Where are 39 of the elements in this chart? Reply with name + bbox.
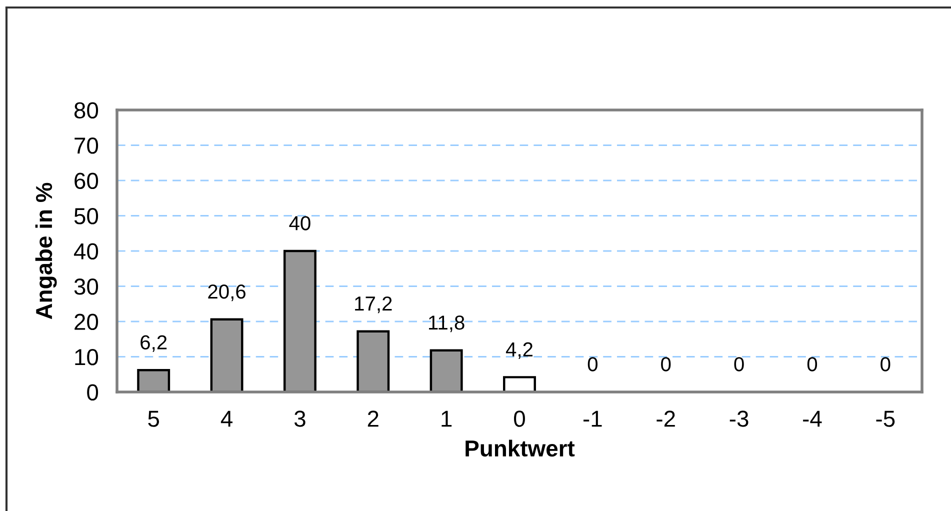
x-tick-label: -1 (584, 410, 602, 427)
bar (356, 330, 390, 392)
y-tick-label: 10 (75, 349, 98, 366)
x-tick-label: -5 (876, 410, 895, 427)
x-tick-label: 4 (220, 410, 232, 427)
y-tick-label: 70 (74, 138, 98, 154)
y-tick-label: 40 (74, 243, 98, 260)
bar (210, 318, 244, 392)
y-tick-label: 60 (74, 172, 98, 190)
bar (503, 376, 536, 392)
data-label: 40 (289, 216, 310, 230)
y-axis-title: Angabe in % (35, 182, 57, 320)
data-label: 17,2 (355, 296, 392, 314)
data-label: 0 (661, 357, 671, 372)
x-tick-label: -3 (730, 410, 748, 427)
y-tick-label: 50 (74, 208, 98, 224)
data-label: 0 (588, 357, 598, 372)
x-tick-label: 3 (294, 410, 306, 427)
x-axis-title: Punktwert (466, 440, 575, 457)
bar (283, 250, 316, 392)
data-label: 20,6 (208, 284, 246, 302)
y-tick-label: 30 (74, 278, 98, 295)
data-label: 6,2 (140, 335, 167, 352)
x-tick-label: 1 (442, 410, 452, 427)
bar (430, 349, 463, 392)
x-tick-label: 0 (514, 410, 525, 427)
y-tick-label: 20 (74, 314, 98, 330)
data-label: 0 (734, 357, 744, 372)
data-label: 11,8 (429, 315, 464, 332)
data-label: 0 (880, 357, 890, 372)
x-tick-label: 2 (368, 410, 378, 427)
bar (137, 369, 170, 392)
y-tick-label: 0 (87, 384, 98, 401)
x-tick-label: -4 (803, 410, 822, 427)
x-tick-label: -2 (656, 410, 675, 427)
x-tick-label: 5 (148, 410, 160, 427)
y-tick-label: 80 (74, 102, 98, 119)
data-label: 4,2 (506, 342, 532, 359)
data-label: 0 (807, 357, 818, 372)
